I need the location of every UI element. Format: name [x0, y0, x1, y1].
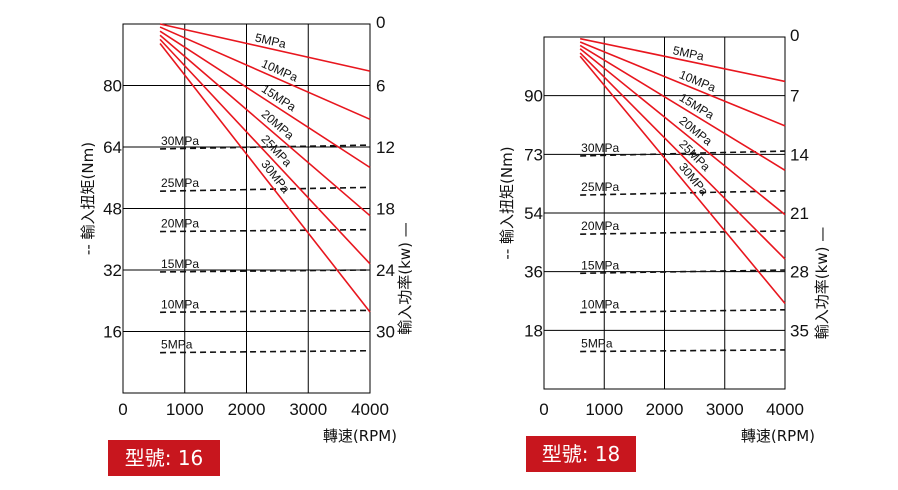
right-tick-label: 0 — [376, 13, 385, 32]
x-tick-label: 0 — [118, 400, 127, 419]
left-tick-label: 16 — [103, 323, 122, 342]
power-line-5mpa — [579, 37, 786, 83]
torque-series-label: 20MPa — [581, 219, 619, 233]
left-tick-label: 90 — [524, 87, 543, 106]
torque-line-10mpa — [160, 309, 371, 314]
x-tick-label: 0 — [539, 400, 548, 419]
x-tick-label: 3000 — [706, 400, 744, 419]
x-tick-label: 3000 — [289, 400, 327, 419]
torque-line-5mpa — [160, 349, 371, 354]
torque-series-label: 5MPa — [581, 337, 613, 351]
power-line-10mpa — [159, 26, 371, 121]
right-tick-label: 18 — [376, 200, 395, 219]
torque-series-label: 15MPa — [161, 257, 199, 271]
torque-line-10mpa — [580, 309, 786, 314]
torque-line-20mpa — [580, 230, 786, 235]
right-tick-label: 6 — [376, 77, 385, 96]
power-line-10mpa — [579, 41, 786, 127]
left-tick-label: 18 — [524, 321, 543, 340]
model-badge — [526, 436, 636, 472]
y-axis-title-right: 輸入功率(kw) — — [396, 222, 414, 334]
right-tick-label: 14 — [790, 145, 809, 164]
torque-series-label: 30MPa — [581, 141, 619, 155]
chart-panel-2: 0 1000 2000 3000 4000 90 73 54 36 18 0 7 14 21 28 35 30M… — [498, 26, 831, 472]
power-series-label: 5MPa — [254, 31, 288, 52]
power-line-30mpa — [159, 42, 371, 313]
power-line-25mpa — [159, 38, 371, 265]
torque-series-label: 25MPa — [581, 180, 619, 194]
x-axis-title: 轉速(RPM) — [323, 427, 397, 445]
torque-series-label: 10MPa — [161, 297, 199, 311]
right-tick-label: 21 — [790, 204, 809, 223]
left-tick-label: 80 — [103, 77, 122, 96]
torque-line-25mpa — [160, 186, 371, 193]
right-tick-label: 35 — [790, 321, 809, 340]
right-tick-label: 12 — [376, 138, 395, 157]
model-badge-label: 型號: 16 — [125, 446, 204, 470]
power-line-15mpa — [579, 44, 786, 171]
torque-line-15mpa — [580, 269, 786, 275]
torque-line-20mpa — [160, 228, 371, 233]
left-tick-label: 73 — [524, 145, 543, 164]
torque-series-label: 30MPa — [161, 134, 199, 148]
x-tick-label: 1000 — [166, 400, 204, 419]
y-axis-title-left: -- 輸入扭矩(Nm) — [79, 142, 97, 255]
torque-line-30mpa — [580, 150, 786, 157]
torque-series-label: 10MPa — [581, 297, 619, 311]
torque-line-5mpa — [580, 349, 786, 353]
torque-line-15mpa — [160, 269, 371, 273]
right-tick-label: 7 — [790, 87, 799, 106]
right-tick-label: 0 — [790, 26, 799, 45]
left-tick-label: 48 — [103, 200, 122, 219]
right-tick-label: 28 — [790, 263, 809, 282]
torque-series-label: 15MPa — [581, 258, 619, 272]
power-line-20mpa — [579, 48, 786, 216]
right-tick-label: 24 — [376, 261, 395, 280]
torque-series-label: 25MPa — [161, 176, 199, 190]
y-axis-title-right: 輸入功率(kw) — — [813, 227, 831, 339]
model-badge-label: 型號: 18 — [542, 442, 621, 466]
left-tick-label: 36 — [524, 263, 543, 282]
torque-series-label: 5MPa — [161, 338, 193, 352]
torque-line-25mpa — [580, 190, 786, 196]
y-axis-title-left: -- 輸入扭矩(Nm) — [498, 146, 516, 259]
x-tick-label: 4000 — [351, 400, 389, 419]
left-tick-label: 64 — [103, 138, 122, 157]
chart-panel-1: 0 1000 2000 3000 4000 80 64 48 32 16 0 6 12 18 24 30 30M… — [79, 13, 414, 476]
power-line-25mpa — [579, 52, 786, 260]
power-line-5mpa — [159, 23, 371, 72]
x-axis-title: 轉速(RPM) — [741, 427, 815, 445]
left-tick-label: 32 — [103, 261, 122, 280]
x-tick-label: 2000 — [228, 400, 266, 419]
power-line-15mpa — [159, 30, 371, 169]
model-badge — [108, 440, 220, 476]
x-tick-label: 4000 — [766, 400, 804, 419]
right-tick-label: 30 — [376, 323, 395, 342]
power-series-label: 5MPa — [672, 43, 706, 63]
torque-series-label: 20MPa — [161, 217, 199, 231]
power-line-30mpa — [579, 55, 786, 305]
x-tick-label: 1000 — [585, 400, 623, 419]
x-tick-label: 2000 — [646, 400, 684, 419]
left-tick-label: 54 — [524, 204, 543, 223]
power-line-20mpa — [159, 34, 371, 217]
